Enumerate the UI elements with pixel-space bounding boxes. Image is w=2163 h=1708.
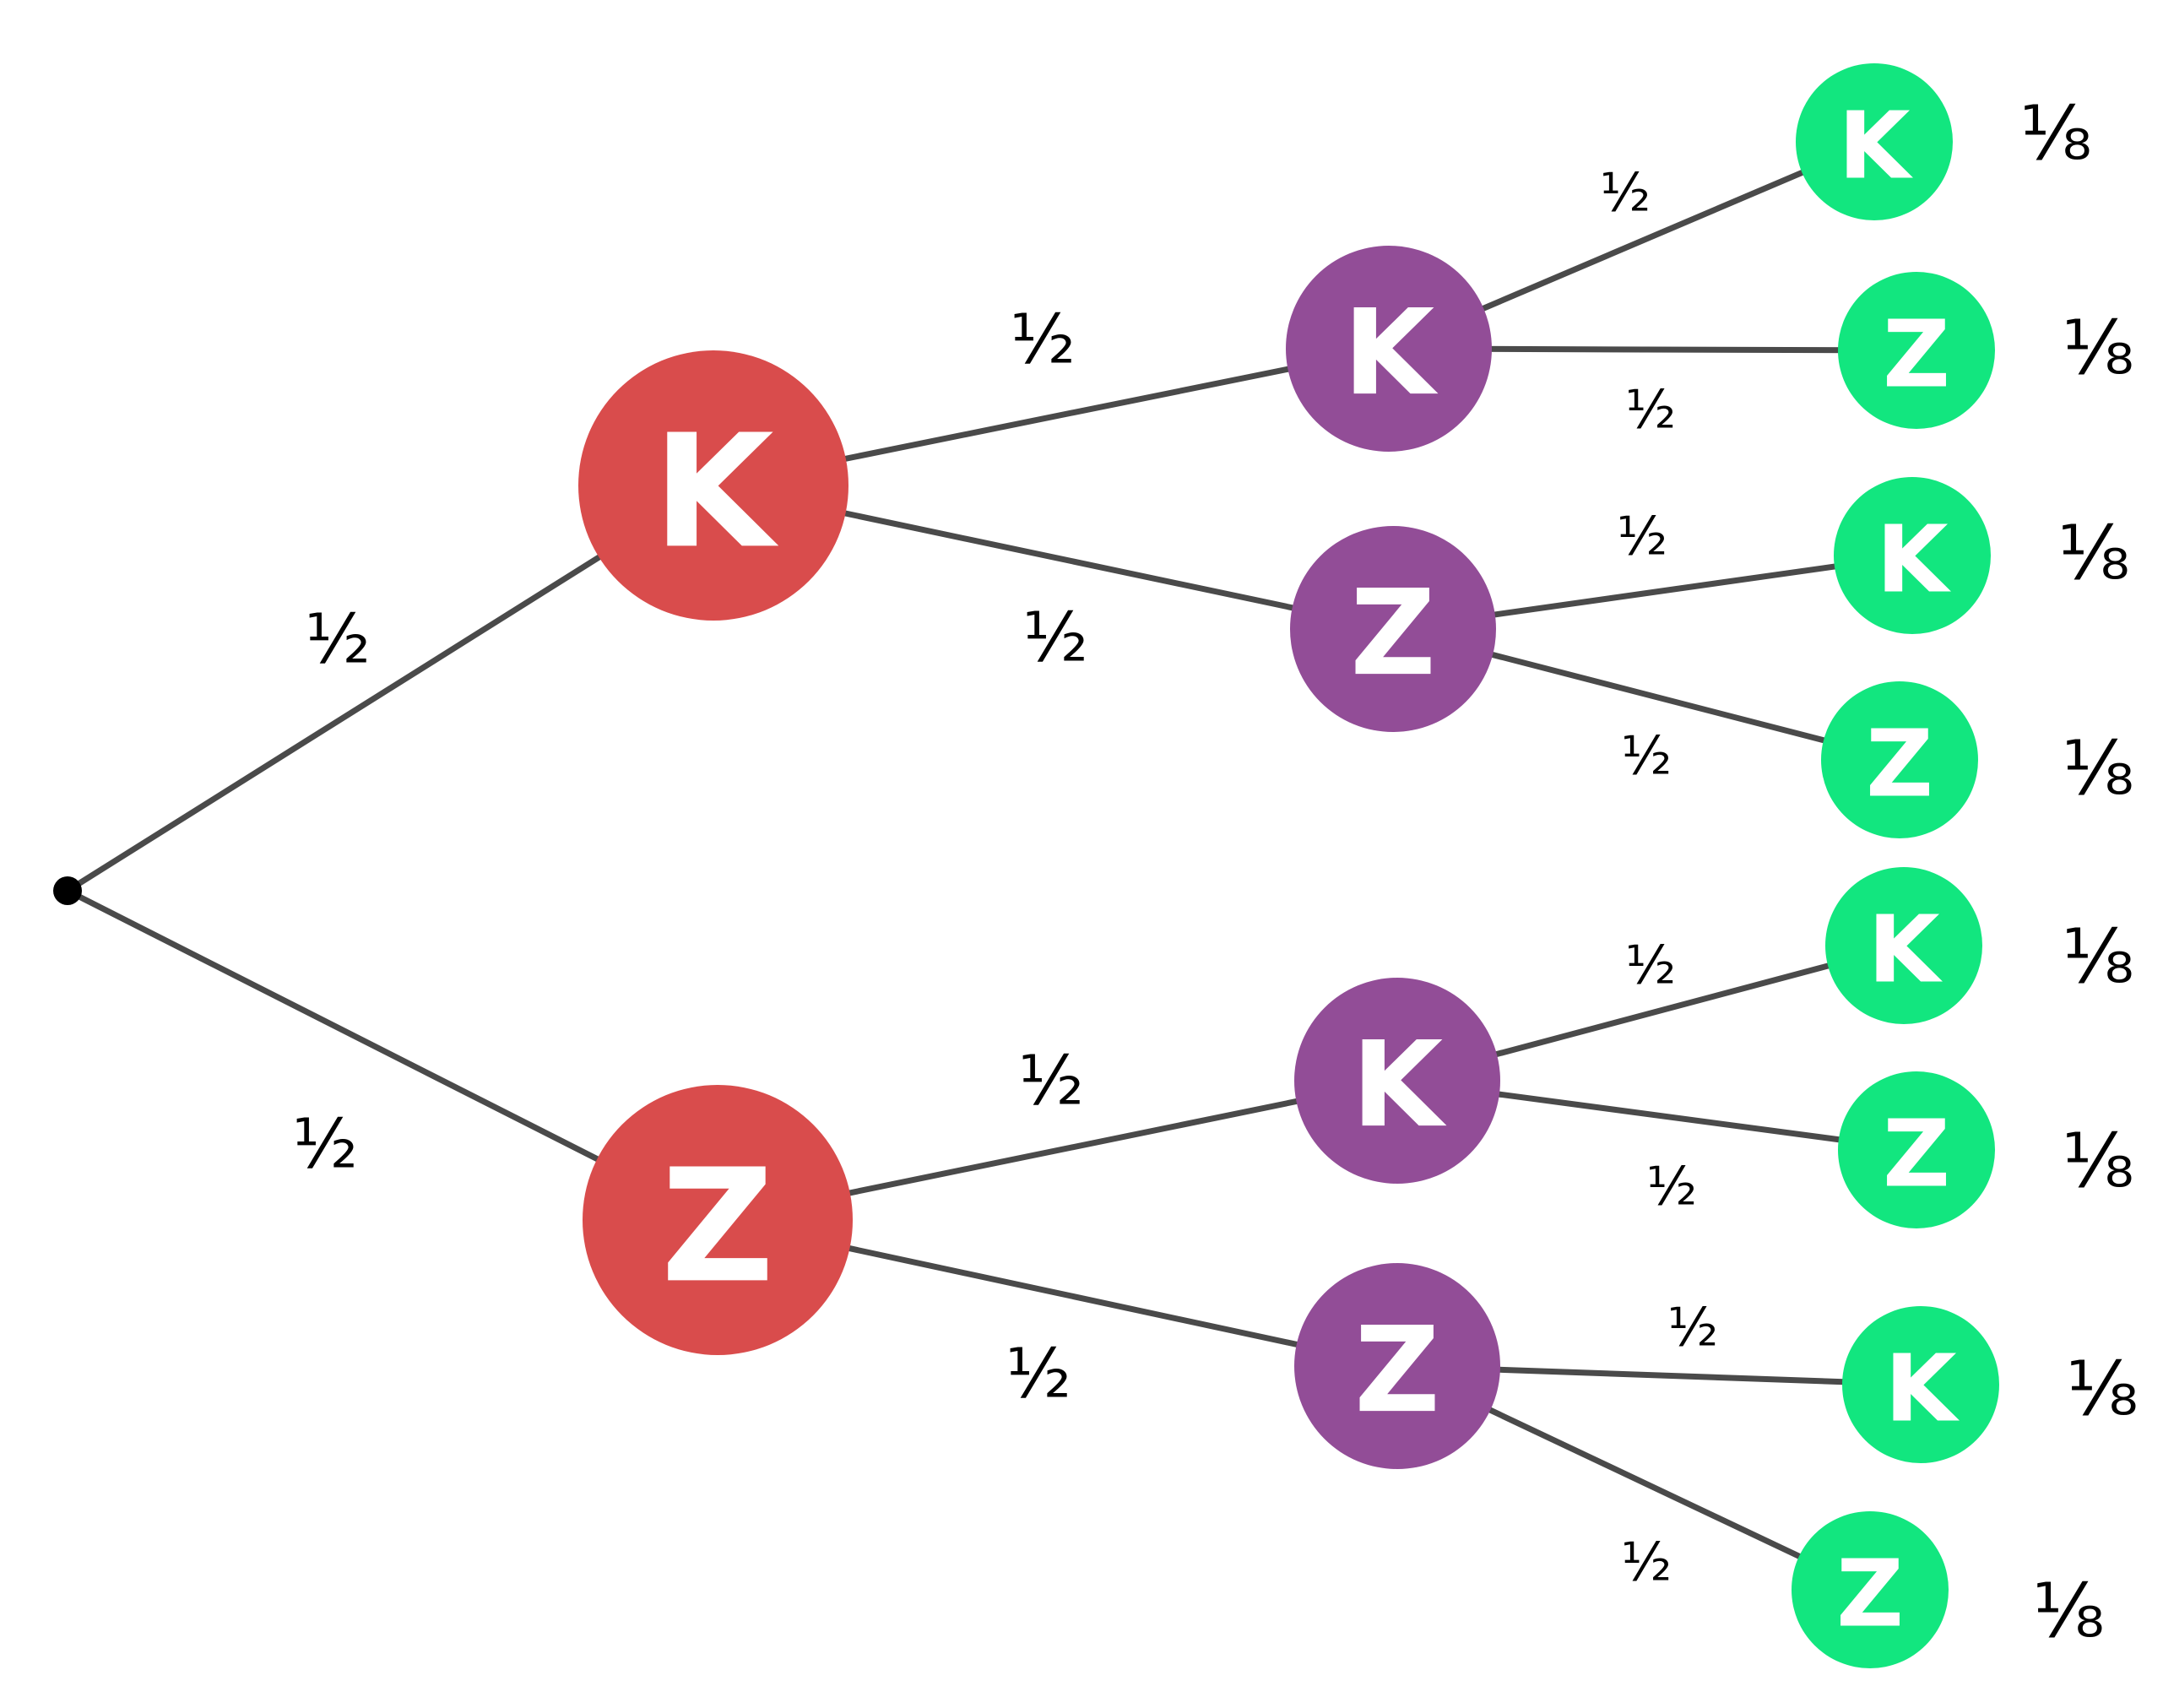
- edge-label-z1: ½: [292, 1105, 358, 1184]
- node-circle: [1838, 1071, 1995, 1228]
- node-letter: Z: [1350, 565, 1436, 702]
- node-circle: [583, 1085, 853, 1355]
- edge-label-zk: ½: [1018, 1042, 1084, 1120]
- node-k1: K: [578, 350, 848, 621]
- outcome-label-kkz: ⅛: [2062, 305, 2133, 392]
- root-node: [53, 876, 82, 905]
- edge-label-kk: ½: [1010, 301, 1076, 379]
- edge-label-zzk: ½: [1667, 1297, 1718, 1358]
- edge-label-k1: ½: [305, 600, 371, 679]
- edge-label-kkz: ½: [1625, 379, 1676, 441]
- edge-label-zz: ½: [1006, 1335, 1071, 1413]
- outcome-label-zzk: ⅛: [2066, 1346, 2138, 1433]
- node-circle: [1796, 63, 1953, 220]
- node-letter: K: [1884, 1334, 1960, 1442]
- node-letter: K: [1868, 895, 1943, 1003]
- node-kkk: K: [1796, 63, 1953, 220]
- edge-label-kkk: ½: [1600, 162, 1651, 224]
- edge-label-zkk: ½: [1625, 935, 1676, 996]
- node-letter: K: [653, 400, 778, 583]
- node-letter: Z: [1883, 300, 1950, 408]
- node-letter: Z: [1883, 1099, 1950, 1207]
- node-zzz: Z: [1792, 1511, 1949, 1668]
- node-letter: Z: [1866, 709, 1933, 817]
- node-kzz: Z: [1821, 681, 1978, 838]
- node-letter: Z: [661, 1135, 774, 1317]
- node-kk: K: [1286, 246, 1492, 452]
- edge-label-zkz: ½: [1646, 1156, 1697, 1217]
- outcome-label-zzz: ⅛: [2032, 1568, 2104, 1655]
- node-circle: [1792, 1511, 1949, 1668]
- node-zk: K: [1294, 978, 1500, 1184]
- node-z1: Z: [583, 1085, 853, 1355]
- edge-probability-labels: ½ ½ ½ ½ ½ ½ ½ ½ ½ ½ ½ ½ ½ ½: [292, 162, 1718, 1593]
- node-letter: K: [1352, 1017, 1447, 1154]
- node-zzk: K: [1842, 1306, 1999, 1463]
- node-kz: Z: [1290, 526, 1496, 732]
- node-circle: [578, 350, 848, 621]
- edge-label-zzz: ½: [1621, 1532, 1672, 1593]
- outcome-label-kzk: ⅛: [2057, 510, 2129, 597]
- node-kzk: K: [1834, 477, 1991, 634]
- node-letter: Z: [1836, 1539, 1904, 1647]
- node-circle: [1294, 1263, 1500, 1469]
- node-circle: [1286, 246, 1492, 452]
- node-letter: K: [1343, 285, 1439, 422]
- node-circle: [1825, 867, 1982, 1024]
- node-zz: Z: [1294, 1263, 1500, 1469]
- node-circle: [1290, 526, 1496, 732]
- outcome-label-zkk: ⅛: [2062, 914, 2133, 1000]
- outcome-label-zkz: ⅛: [2062, 1118, 2133, 1205]
- tree-edges: [64, 138, 1924, 1593]
- node-letter: Z: [1354, 1302, 1440, 1440]
- node-kkz: Z: [1838, 272, 1995, 429]
- outcome-label-kzz: ⅛: [2062, 725, 2133, 812]
- node-circle: [1821, 681, 1978, 838]
- edge-label-kzz: ½: [1621, 725, 1672, 787]
- node-circle: [1834, 477, 1991, 634]
- outcome-probability-labels: ⅛ ⅛ ⅛ ⅛ ⅛ ⅛ ⅛ ⅛: [2019, 90, 2138, 1655]
- edge-label-kzk: ½: [1617, 506, 1667, 567]
- node-zkk: K: [1825, 867, 1982, 1024]
- node-zkz: Z: [1838, 1071, 1995, 1228]
- outcome-label-kkk: ⅛: [2019, 90, 2091, 177]
- node-circle: [1294, 978, 1500, 1184]
- edge-label-kz: ½: [1022, 599, 1088, 677]
- node-letter: K: [1876, 505, 1951, 613]
- node-circle: [1838, 272, 1995, 429]
- node-letter: K: [1838, 91, 1913, 199]
- node-circle: [1842, 1306, 1999, 1463]
